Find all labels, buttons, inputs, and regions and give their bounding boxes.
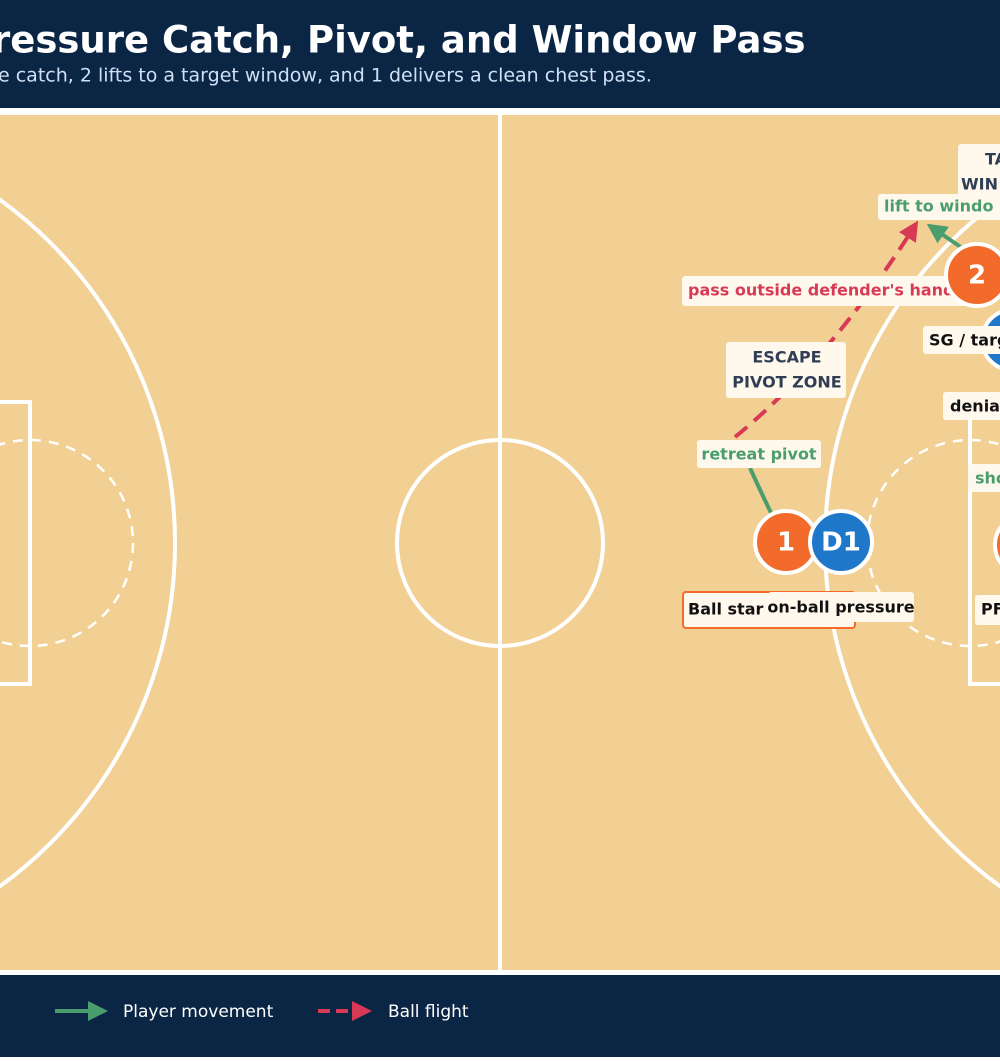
label-text: WIN — [961, 175, 998, 194]
player — [808, 509, 874, 575]
label-text: lift to windo — [884, 197, 993, 216]
legend-label: Player movement — [123, 1002, 274, 1022]
label-box — [682, 276, 972, 306]
title: ressure Catch, Pivot, and Window Pass — [0, 19, 806, 62]
label-box — [975, 595, 1000, 625]
label-text: retreat pivot — [701, 445, 817, 464]
label-box — [697, 440, 821, 468]
label-box — [923, 326, 1000, 354]
label-text: denial — [950, 397, 1000, 416]
subtitle: e catch, 2 lifts to a target window, and… — [0, 65, 652, 87]
movement-path — [748, 467, 774, 516]
label-text: PF — [981, 600, 1000, 619]
player-label: D1 — [821, 528, 861, 558]
label-box — [726, 342, 846, 398]
label-text: on-ball pressure — [767, 598, 914, 617]
label-text: sho — [975, 469, 1000, 488]
label-box — [878, 194, 1000, 220]
header-bg — [0, 0, 1000, 108]
player-label: 2 — [968, 261, 986, 291]
label-box — [768, 592, 914, 622]
player — [944, 242, 1000, 308]
legend-label: Ball flight — [388, 1002, 469, 1022]
movement-path — [926, 223, 967, 252]
footer-bg — [0, 975, 1000, 1057]
label-box — [968, 464, 1000, 492]
label-text: ESCAPE — [752, 348, 821, 367]
player-offense — [993, 525, 1000, 565]
label-text: TAR — [985, 150, 1000, 169]
label-box — [958, 144, 1000, 200]
player-label: 1 — [777, 528, 795, 558]
label-text: pass outside defender's hands — [688, 281, 964, 300]
label-text: Ball star — [688, 600, 764, 619]
label-box — [943, 392, 1000, 420]
label-text: PIVOT ZONE — [732, 373, 841, 392]
label-text: SG / targ — [929, 331, 1000, 350]
